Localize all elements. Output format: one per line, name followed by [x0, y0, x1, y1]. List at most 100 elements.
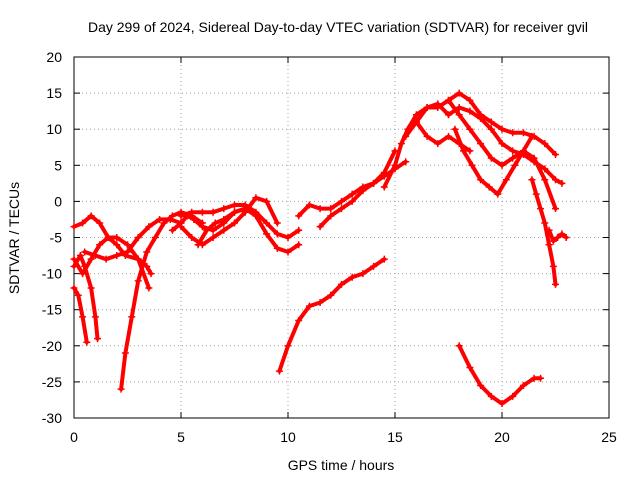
data-point-marker [455, 342, 463, 350]
data-point-marker [445, 111, 452, 119]
data-point-marker [359, 187, 367, 195]
data-point-marker [145, 284, 153, 292]
data-point-marker [134, 277, 142, 285]
data-point-marker [316, 298, 324, 306]
data-point-marker [445, 96, 452, 104]
data-point-marker [380, 183, 388, 191]
data-point-marker [102, 255, 110, 263]
data-point-marker [338, 280, 345, 288]
data-point-marker [498, 400, 506, 408]
data-point-marker [305, 201, 313, 209]
data-point-marker [284, 248, 292, 256]
data-point-marker [113, 241, 121, 249]
data-point-marker [541, 176, 549, 184]
data-point-marker [220, 219, 228, 227]
data-point-marker [434, 100, 442, 108]
data-point-marker [348, 190, 356, 198]
data-point-marker [537, 374, 545, 382]
data-point-marker [263, 219, 271, 227]
data-point-marker [370, 179, 378, 187]
data-point-marker [466, 107, 474, 115]
data-point-marker [190, 215, 198, 223]
data-point-marker [188, 208, 196, 216]
data-point-marker [541, 140, 549, 148]
x-axis-label: GPS time / hours [288, 457, 395, 473]
x-tick-label: 5 [177, 429, 185, 445]
data-point-marker [451, 125, 459, 133]
data-point-marker [273, 244, 281, 252]
data-point-marker [477, 140, 485, 148]
data-point-marker [423, 104, 431, 112]
data-point-marker [252, 212, 260, 220]
data-point-marker [455, 89, 463, 97]
data-point-marker [487, 125, 495, 133]
data-point-marker [455, 111, 463, 119]
data-point-marker [145, 223, 153, 231]
data-point-marker [466, 147, 474, 155]
data-point-marker [209, 208, 217, 216]
data-point-marker [220, 205, 228, 213]
data-point-marker [220, 226, 228, 234]
data-point-marker [509, 392, 517, 400]
data-point-marker [498, 125, 506, 133]
data-point-marker [359, 270, 367, 278]
data-point-marker [327, 212, 335, 220]
series-arc-7 [177, 201, 303, 241]
data-point-marker [79, 313, 87, 321]
data-point-marker [549, 237, 557, 245]
data-point-marker [549, 262, 557, 270]
data-point-marker [477, 382, 485, 390]
data-point-marker [552, 150, 559, 158]
data-point-marker [552, 176, 559, 184]
y-tick-label: -30 [42, 410, 62, 426]
series-arc-18 [528, 176, 559, 288]
data-point-marker [209, 226, 217, 234]
y-tick-label: -25 [42, 374, 62, 390]
data-point-marker [231, 219, 238, 227]
x-tick-label: 0 [70, 429, 78, 445]
data-point-marker [445, 132, 452, 140]
data-point-marker [327, 205, 335, 213]
data-point-marker [509, 154, 517, 162]
y-tick-label: -20 [42, 338, 62, 354]
data-point-marker [275, 367, 283, 375]
data-point-marker [552, 280, 559, 288]
data-point-marker [519, 129, 527, 137]
series-arc-13 [380, 89, 559, 191]
data-point-marker [79, 219, 87, 227]
series-line [72, 286, 89, 345]
y-tick-label: -5 [50, 230, 63, 246]
data-point-marker [168, 226, 176, 234]
data-point-marker [194, 241, 202, 249]
data-point-marker [391, 161, 399, 169]
data-point-marker [198, 223, 206, 231]
data-point-marker [305, 302, 313, 310]
data-point-marker [466, 125, 474, 133]
data-point-marker [466, 363, 474, 371]
data-point-marker [397, 140, 405, 148]
y-tick-label: 0 [54, 193, 62, 209]
data-point-marker [552, 205, 559, 213]
data-point-marker [295, 226, 303, 234]
data-point-marker [487, 118, 495, 126]
data-point-marker [70, 284, 78, 292]
data-point-marker [532, 190, 540, 198]
y-tick-label: 15 [46, 85, 62, 101]
data-point-marker [160, 219, 168, 227]
data-point-marker [466, 96, 474, 104]
series-arc-20 [275, 255, 388, 375]
data-series [70, 89, 570, 408]
data-point-marker [284, 342, 292, 350]
data-point-marker [96, 241, 104, 249]
y-tick-label: -10 [42, 266, 62, 282]
data-point-marker [498, 161, 506, 169]
data-point-marker [231, 208, 238, 216]
data-point-marker [554, 234, 562, 241]
series-arc-10 [168, 205, 249, 234]
series-arc-19 [545, 226, 570, 245]
data-point-marker [198, 208, 206, 216]
data-point-marker [316, 223, 324, 231]
data-point-marker [70, 223, 78, 231]
data-point-marker [128, 313, 136, 321]
data-point-marker [412, 111, 420, 119]
